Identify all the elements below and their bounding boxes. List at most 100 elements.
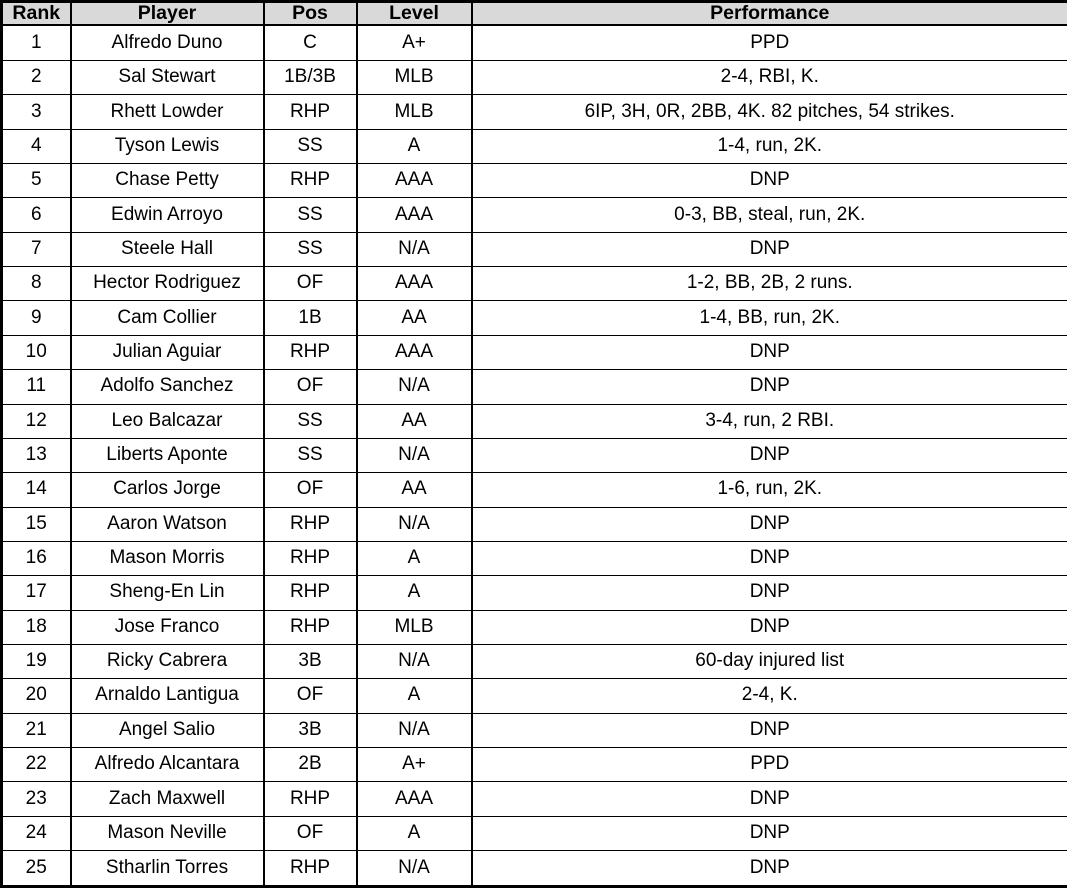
cell-rank: 9 <box>0 300 72 336</box>
cell-performance: DNP <box>470 163 1067 199</box>
cell-player: Carlos Jorge <box>69 472 265 508</box>
cell-player: Chase Petty <box>69 163 265 199</box>
table-row: 8 Hector Rodriguez OF AAA 1-2, BB, 2B, 2… <box>0 266 1067 302</box>
table-row: 1 Alfredo Duno C A+ PPD <box>0 24 1067 62</box>
cell-performance: DNP <box>470 369 1067 405</box>
cell-rank: 10 <box>0 334 72 371</box>
table-row: 16 Mason Morris RHP A DNP <box>0 540 1067 577</box>
cell-player: Sheng-En Lin <box>69 575 265 611</box>
cell-performance: 1-2, BB, 2B, 2 runs. <box>470 266 1067 302</box>
cell-player: Mason Morris <box>69 540 265 577</box>
cell-rank: 17 <box>0 575 72 611</box>
cell-level: MLB <box>355 60 473 96</box>
cell-rank: 4 <box>0 128 72 165</box>
cell-rank: 19 <box>0 643 72 680</box>
cell-performance: DNP <box>470 575 1067 611</box>
cell-performance: DNP <box>470 609 1067 645</box>
cell-performance: DNP <box>470 781 1067 817</box>
cell-performance: 1-4, run, 2K. <box>470 128 1067 165</box>
cell-player: Mason Neville <box>69 815 265 851</box>
table-row: 20 Arnaldo Lantigua OF A 2-4, K. <box>0 678 1067 714</box>
cell-pos: RHP <box>262 163 358 199</box>
cell-level: N/A <box>355 849 473 888</box>
cell-player: Angel Salio <box>69 712 265 748</box>
cell-rank: 12 <box>0 403 72 439</box>
cell-pos: RHP <box>262 94 358 130</box>
cell-level: MLB <box>355 609 473 645</box>
cell-pos: RHP <box>262 781 358 817</box>
cell-performance: 2-4, RBI, K. <box>470 60 1067 96</box>
cell-player: Stharlin Torres <box>69 849 265 888</box>
cell-performance: 60-day injured list <box>470 643 1067 680</box>
cell-performance: DNP <box>470 231 1067 268</box>
cell-performance: DNP <box>470 437 1067 474</box>
cell-rank: 16 <box>0 540 72 577</box>
cell-pos: OF <box>262 369 358 405</box>
cell-player: Sal Stewart <box>69 60 265 96</box>
cell-level: A <box>355 575 473 611</box>
cell-pos: 1B <box>262 300 358 336</box>
table-row: 22 Alfredo Alcantara 2B A+ PPD <box>0 746 1067 783</box>
cell-level: N/A <box>355 437 473 474</box>
cell-pos: SS <box>262 437 358 474</box>
cell-performance: PPD <box>470 24 1067 62</box>
cell-level: AA <box>355 472 473 508</box>
cell-player: Cam Collier <box>69 300 265 336</box>
cell-level: A <box>355 815 473 851</box>
cell-level: N/A <box>355 643 473 680</box>
cell-level: A <box>355 128 473 165</box>
cell-pos: RHP <box>262 334 358 371</box>
cell-pos: 2B <box>262 746 358 783</box>
table-row: 18 Jose Franco RHP MLB DNP <box>0 609 1067 645</box>
table-row: 23 Zach Maxwell RHP AAA DNP <box>0 781 1067 817</box>
cell-level: N/A <box>355 506 473 542</box>
cell-performance: DNP <box>470 712 1067 748</box>
cell-pos: 1B/3B <box>262 60 358 96</box>
table-row: 24 Mason Neville OF A DNP <box>0 815 1067 851</box>
cell-pos: SS <box>262 128 358 165</box>
cell-pos: SS <box>262 197 358 233</box>
cell-level: A+ <box>355 24 473 62</box>
table-row: 15 Aaron Watson RHP N/A DNP <box>0 506 1067 542</box>
cell-level: AAA <box>355 781 473 817</box>
cell-rank: 20 <box>0 678 72 714</box>
cell-pos: RHP <box>262 849 358 888</box>
cell-rank: 11 <box>0 369 72 405</box>
cell-pos: OF <box>262 472 358 508</box>
table-row: 13 Liberts Aponte SS N/A DNP <box>0 437 1067 474</box>
cell-player: Adolfo Sanchez <box>69 369 265 405</box>
cell-pos: 3B <box>262 643 358 680</box>
cell-rank: 14 <box>0 472 72 508</box>
cell-performance: DNP <box>470 815 1067 851</box>
cell-performance: 1-4, BB, run, 2K. <box>470 300 1067 336</box>
table-row: 25 Stharlin Torres RHP N/A DNP <box>0 849 1067 888</box>
cell-pos: SS <box>262 403 358 439</box>
header-row: Rank Player Pos Level Performance <box>0 0 1067 27</box>
cell-level: N/A <box>355 712 473 748</box>
cell-pos: RHP <box>262 540 358 577</box>
cell-rank: 21 <box>0 712 72 748</box>
table-row: 3 Rhett Lowder RHP MLB 6IP, 3H, 0R, 2BB,… <box>0 94 1067 130</box>
cell-player: Zach Maxwell <box>69 781 265 817</box>
cell-player: Steele Hall <box>69 231 265 268</box>
cell-player: Arnaldo Lantigua <box>69 678 265 714</box>
cell-performance: 3-4, run, 2 RBI. <box>470 403 1067 439</box>
cell-pos: RHP <box>262 609 358 645</box>
cell-rank: 23 <box>0 781 72 817</box>
cell-rank: 13 <box>0 437 72 474</box>
cell-level: AA <box>355 300 473 336</box>
cell-level: N/A <box>355 231 473 268</box>
cell-pos: RHP <box>262 575 358 611</box>
table-row: 6 Edwin Arroyo SS AAA 0-3, BB, steal, ru… <box>0 197 1067 233</box>
cell-player: Hector Rodriguez <box>69 266 265 302</box>
header-player: Player <box>69 0 265 27</box>
table-row: 2 Sal Stewart 1B/3B MLB 2-4, RBI, K. <box>0 60 1067 96</box>
cell-player: Leo Balcazar <box>69 403 265 439</box>
cell-performance: 0-3, BB, steal, run, 2K. <box>470 197 1067 233</box>
cell-rank: 2 <box>0 60 72 96</box>
cell-rank: 25 <box>0 849 72 888</box>
cell-performance: DNP <box>470 540 1067 577</box>
table-row: 7 Steele Hall SS N/A DNP <box>0 231 1067 268</box>
header-pos: Pos <box>262 0 358 27</box>
